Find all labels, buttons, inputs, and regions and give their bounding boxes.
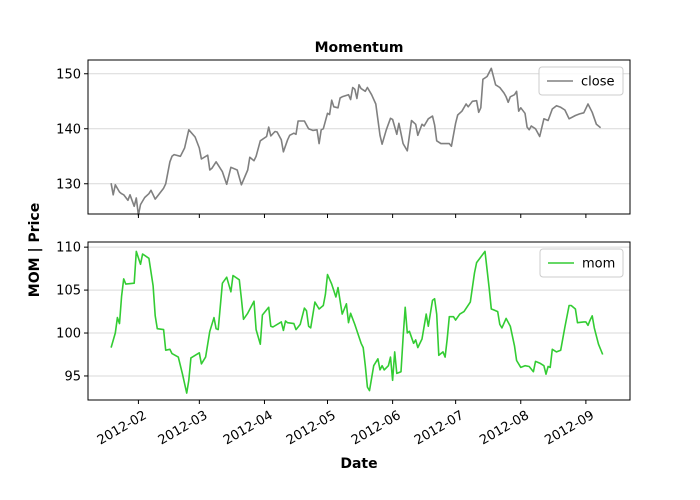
axes-frame [87,59,631,215]
legend: mom [539,248,624,278]
y-tick-label: 110 [56,241,81,256]
legend-label: mom [582,257,615,272]
x-axis: 2012-02 2012-03 2012-04 2012-05 2012-06 2012-… [95,408,597,448]
mom-line [110,250,604,394]
y-tick-label: 95 [64,369,81,384]
momentum-panel: 95 100 105 110 mom [56,241,631,404]
x-tick-label: 2012-05 [284,408,339,448]
y-tick-label: 100 [56,327,81,342]
axes-frame [87,241,631,401]
x-tick-label: 2012-07 [412,408,467,448]
price-panel: 130 140 150 close [56,59,631,218]
chart-title: Momentum [315,40,404,56]
y-tick-label: 105 [56,284,81,299]
legend: close [538,66,624,96]
x-tick-label: 2012-06 [349,408,404,448]
x-axis-label: Date [340,456,377,472]
x-tick-label: 2012-03 [156,408,211,448]
legend-box [538,66,624,96]
x-tick-label: 2012-04 [221,408,276,448]
y-tick-label: 130 [56,177,81,192]
y-tick-label: 150 [56,67,81,82]
legend-label: close [581,75,614,90]
y-axis-label: MOM | Price [27,203,43,297]
x-tick-label: 2012-02 [95,408,150,448]
y-tick-label: 140 [56,122,81,137]
x-tick-label: 2012-08 [477,408,532,448]
close-line [110,67,602,216]
x-tick-label: 2012-09 [542,408,597,448]
legend-box [539,248,624,278]
